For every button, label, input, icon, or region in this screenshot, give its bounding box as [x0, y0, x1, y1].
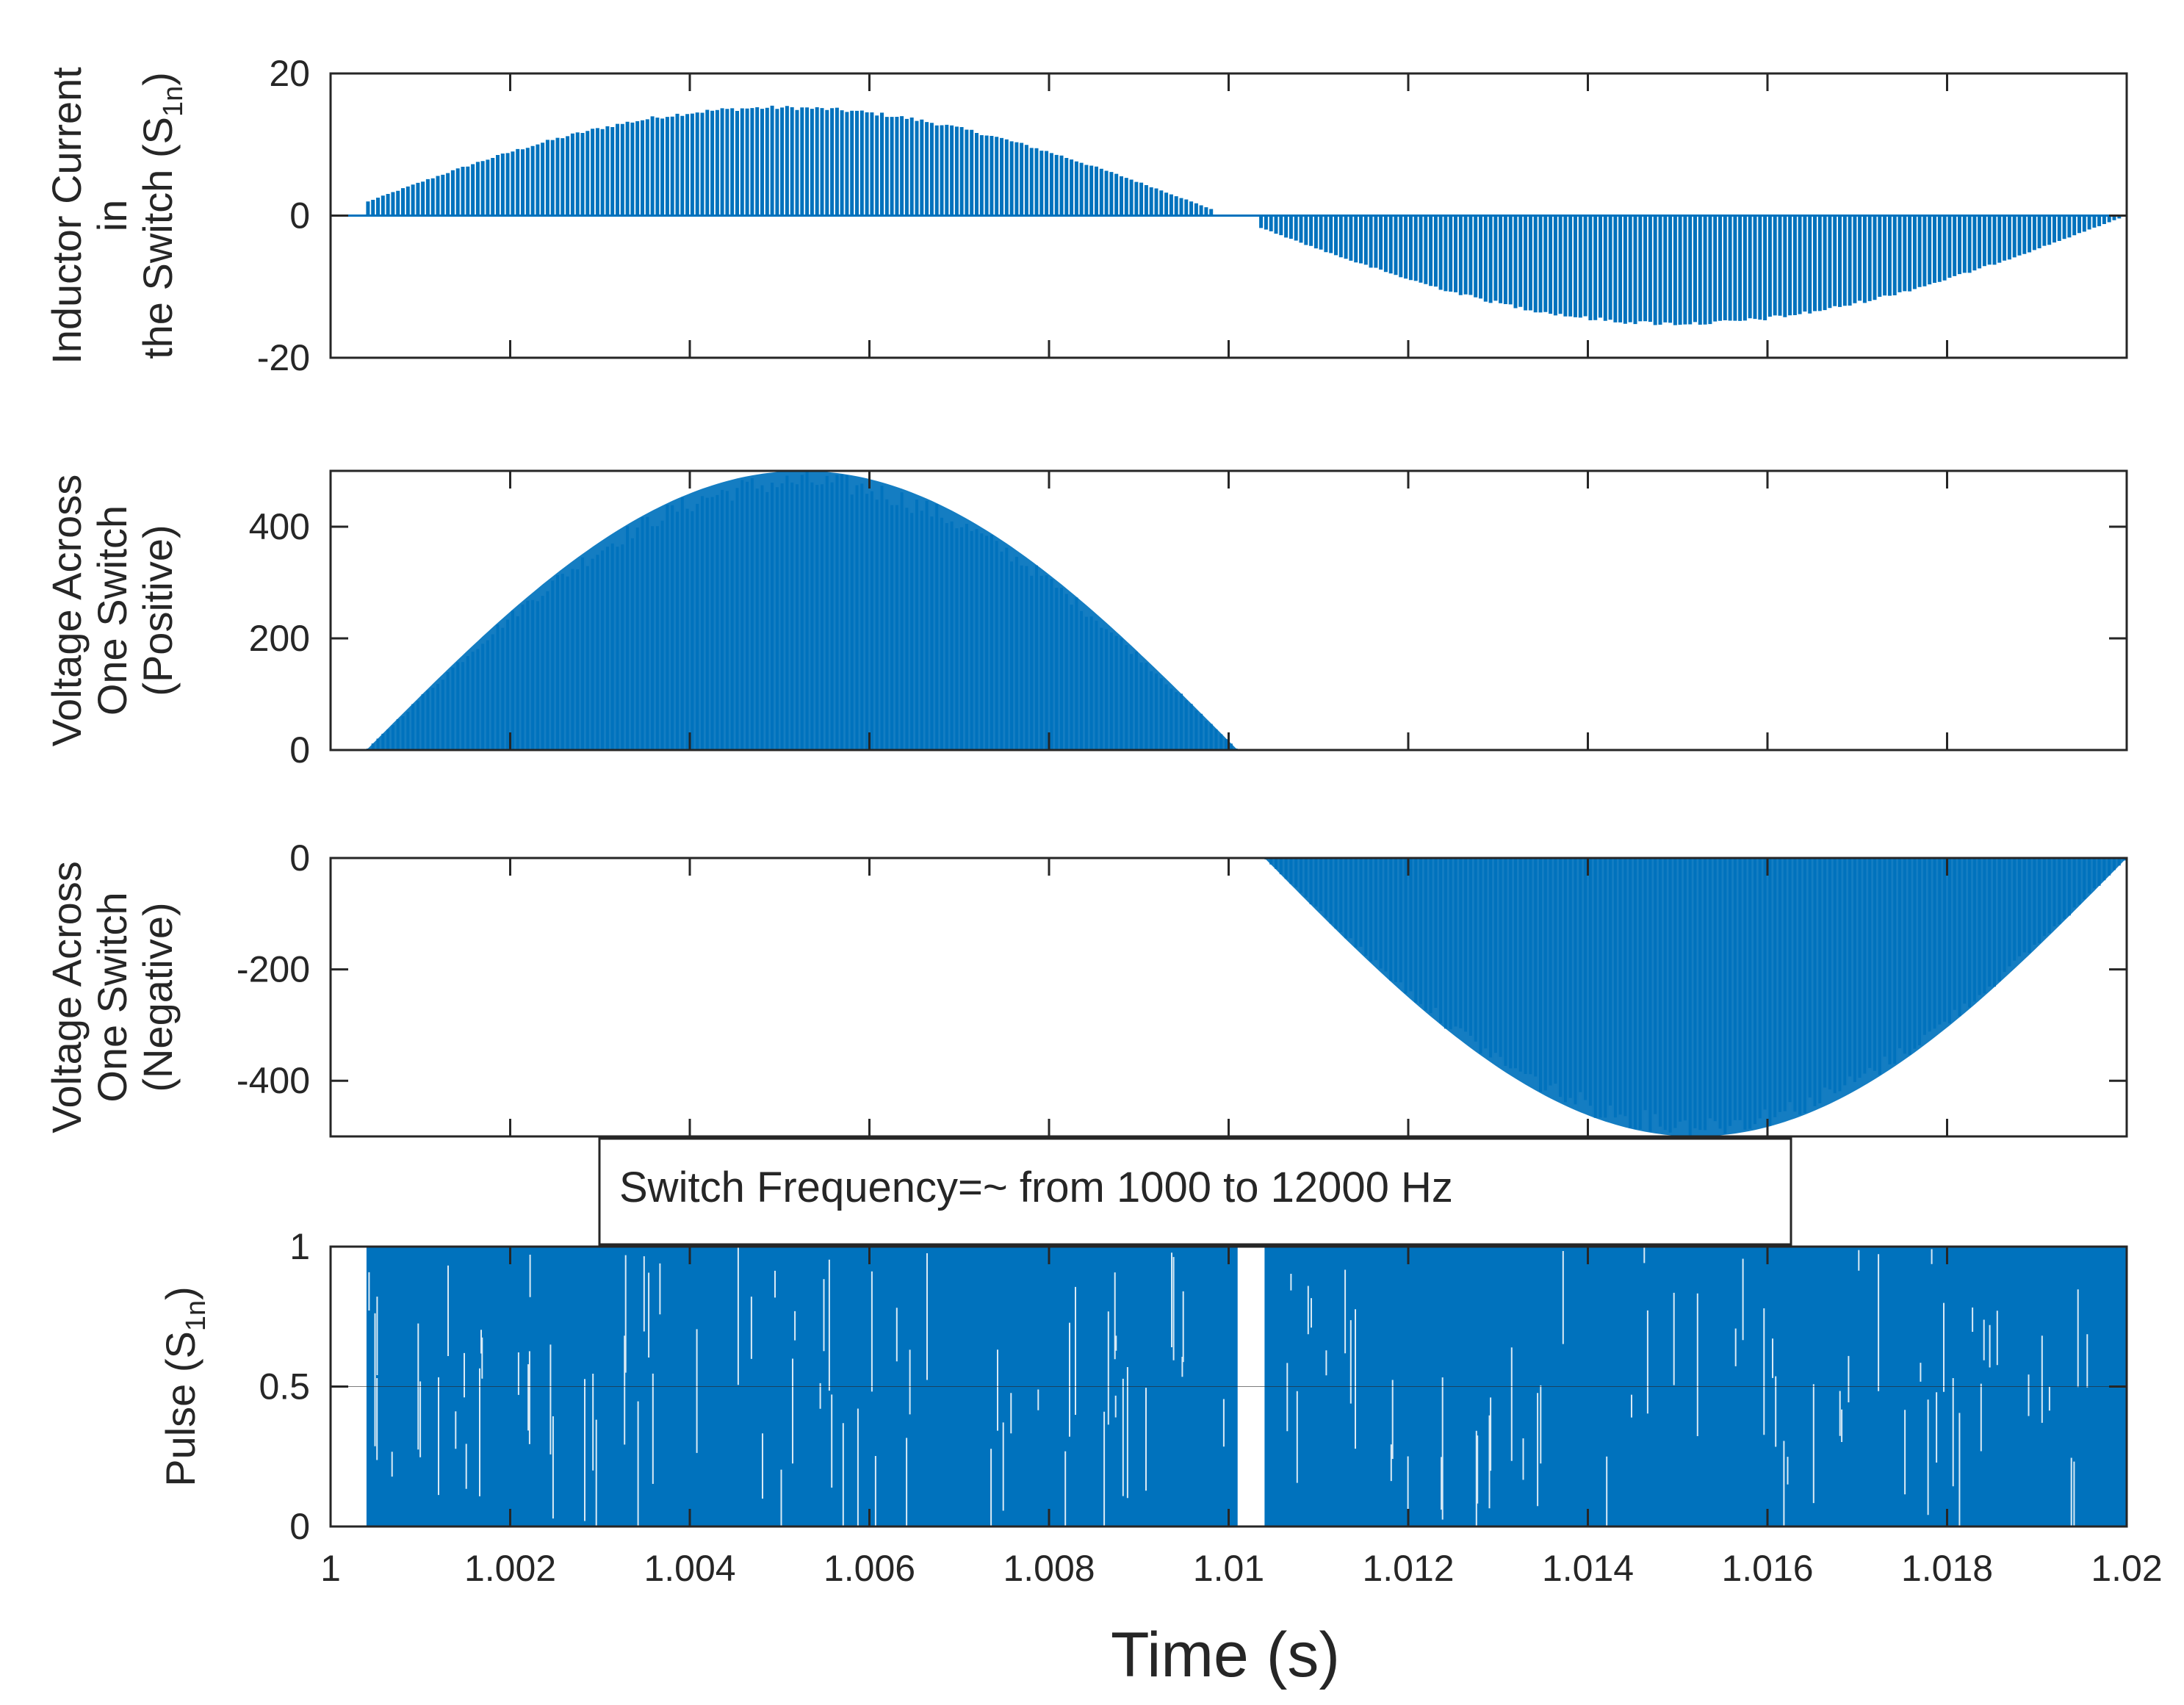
inductor-current-y-label-line: Inductor Current	[43, 67, 90, 364]
subplot-voltage-positive: 400 200 0 Voltage AcrossOne Switch(Positiv…	[43, 469, 2128, 771]
switch-frequency-annotation: Switch Frequency=~ from 1000 to 12000 Hz	[598, 1137, 1792, 1246]
voltage-positive-y-label-line: (Positive)	[134, 525, 181, 696]
inductor-current-y-tick-label: -20	[257, 337, 310, 378]
voltage-positive-y-label: Voltage AcrossOne Switch(Positive)	[43, 475, 181, 746]
voltage-positive-y-tick-label: 200	[249, 618, 310, 659]
subplot-voltage-negative: 0 -200 -400 Voltage AcrossOne Switch(Negat…	[43, 837, 2128, 1138]
inductor-current-y-label-subscript: 1n	[158, 86, 189, 117]
x-tick-label: 1.006	[823, 1548, 915, 1589]
voltage-positive-y-tick-label: 0	[289, 729, 310, 771]
pulse-y-tick-label: 0.5	[259, 1366, 310, 1407]
pulse-y-label-line: Pulse (S	[157, 1331, 203, 1487]
pulse-y-ticks: 10.50	[259, 1226, 2127, 1547]
x-axis-ticks: 1 1.002 1.004 1.006 1.008 1.01 1.012 1.014 1.016…	[320, 1548, 2163, 1589]
subplot-pulse: 10.50 1 1.002 1.004 1.006 1.008 1.01 1.012 1.01…	[157, 1226, 2163, 1592]
inductor-current-y-label-line: in	[89, 200, 135, 232]
inductor-current-y-tick-label: 0	[289, 195, 310, 237]
voltage-negative-y-tick-label: -200	[237, 949, 310, 990]
pulse-signal	[331, 1247, 2127, 1592]
voltage-positive-y-label-line: One Switch	[89, 505, 135, 715]
x-tick-label: 1.014	[1542, 1548, 1634, 1589]
pulse-y-tick-label: 1	[289, 1226, 310, 1267]
voltage-negative-y-tick-label: -400	[237, 1060, 310, 1101]
inductor-current-y-label-line: the Switch (S	[134, 117, 181, 359]
voltage-positive-y-tick-label: 400	[249, 506, 310, 547]
x-tick-label: 1.018	[1901, 1548, 1993, 1589]
inductor-current-signal	[331, 105, 2127, 325]
x-tick-label: 1.008	[1003, 1548, 1095, 1589]
pulse-y-label-suffix: )	[157, 1286, 203, 1300]
voltage-negative-y-label-line: One Switch	[89, 892, 135, 1102]
x-tick-label: 1.02	[2091, 1548, 2162, 1589]
voltage-negative-y-tick-label: 0	[289, 837, 310, 879]
pulse-y-label-subscript: 1n	[181, 1300, 212, 1331]
voltage-negative-y-ticks: 0 -200 -400	[237, 837, 2127, 1101]
pulse-y-tick-label: 0	[289, 1506, 310, 1547]
annotation-text: Switch Frequency=~ from 1000 to 12000 Hz	[619, 1164, 1453, 1211]
voltage-negative-y-label: Voltage AcrossOne Switch(Negative)	[43, 861, 181, 1133]
pulse-pulse-gaps	[345, 1247, 2089, 1592]
x-axis-label: Time (s)	[1111, 1620, 1340, 1690]
voltage-negative-y-label-line: (Negative)	[134, 902, 181, 1092]
voltage-negative-y-label-line: Voltage Across	[43, 861, 90, 1133]
x-tick-label: 1.01	[1193, 1548, 1264, 1589]
inductor-current-pwm-waveform	[366, 105, 2127, 325]
subplot-inductor-current: 20 0 -20 Inductor Currentinthe Switch (S1n…	[43, 53, 2128, 378]
x-tick-label: 1	[320, 1548, 341, 1589]
annotation-box	[598, 1137, 1792, 1246]
voltage-positive-y-label-line: Voltage Across	[43, 475, 90, 746]
x-tick-label: 1.012	[1362, 1548, 1454, 1589]
inductor-current-y-label-suffix: )	[134, 72, 181, 86]
inductor-current-y-ticks: 20 0 -20	[257, 53, 2127, 378]
x-tick-label: 1.004	[644, 1548, 735, 1589]
inductor-current-y-label: Inductor Currentinthe Switch (S1n)	[43, 67, 189, 364]
pulse-y-label: Pulse (S1n)	[157, 1286, 212, 1487]
x-tick-label: 1.002	[464, 1548, 556, 1589]
inductor-current-y-tick-label: 20	[269, 53, 310, 94]
x-tick-label: 1.016	[1721, 1548, 1813, 1589]
